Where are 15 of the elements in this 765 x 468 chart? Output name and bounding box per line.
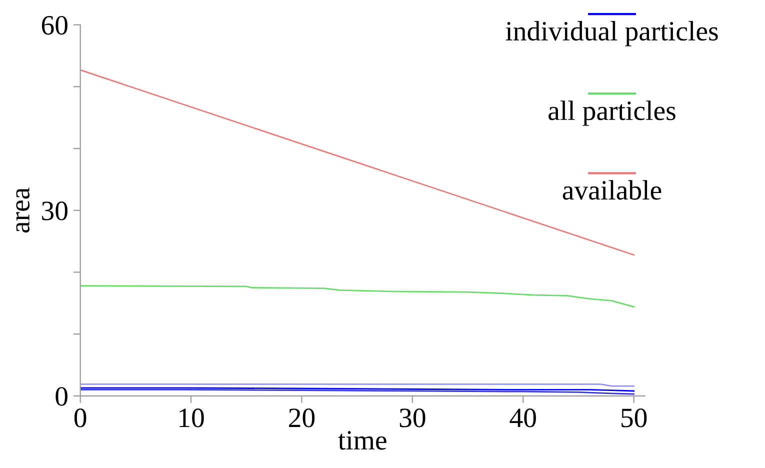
x-axis-title: time: [338, 431, 386, 450]
y-tick-label: 0: [56, 387, 68, 406]
legend-label: available: [562, 180, 662, 200]
x-tick-label: 20: [289, 408, 315, 428]
legend-label: individual particles: [506, 21, 718, 46]
line-series: [80, 285, 635, 308]
legend-label: all particles: [548, 100, 676, 126]
x-tick-label: 0: [74, 408, 86, 428]
y-tick-label: 30: [42, 202, 68, 220]
x-tick-label: 40: [510, 408, 536, 428]
x-tick-label: 50: [622, 408, 647, 428]
x-tick-label: 30: [400, 408, 426, 428]
x-tick-label: 10: [180, 408, 204, 428]
y-axis-title: area: [16, 188, 30, 233]
y-tick-label: 60: [42, 16, 68, 35]
